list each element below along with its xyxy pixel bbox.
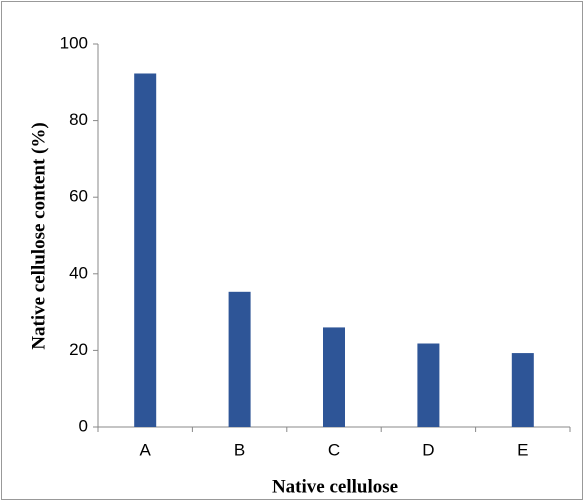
y-tick-label: 40 — [69, 263, 88, 282]
bar — [417, 343, 440, 427]
bar — [228, 291, 251, 427]
y-axis-title: Native cellulose content (%) — [28, 122, 49, 349]
x-tick-label: B — [234, 440, 245, 459]
x-tick-label: A — [140, 440, 152, 459]
y-tick-label: 100 — [60, 33, 88, 52]
x-tick-label: D — [422, 440, 434, 459]
bar — [134, 73, 157, 427]
y-tick-label: 20 — [69, 340, 88, 359]
y-tick-label: 80 — [69, 110, 88, 129]
bar — [511, 353, 534, 427]
x-tick-label: E — [517, 440, 528, 459]
y-tick-label: 60 — [69, 187, 88, 206]
x-tick-label: C — [328, 440, 340, 459]
x-axis-title: Native cellulose — [272, 476, 398, 497]
bar — [323, 327, 345, 427]
y-tick-label: 0 — [79, 416, 88, 435]
